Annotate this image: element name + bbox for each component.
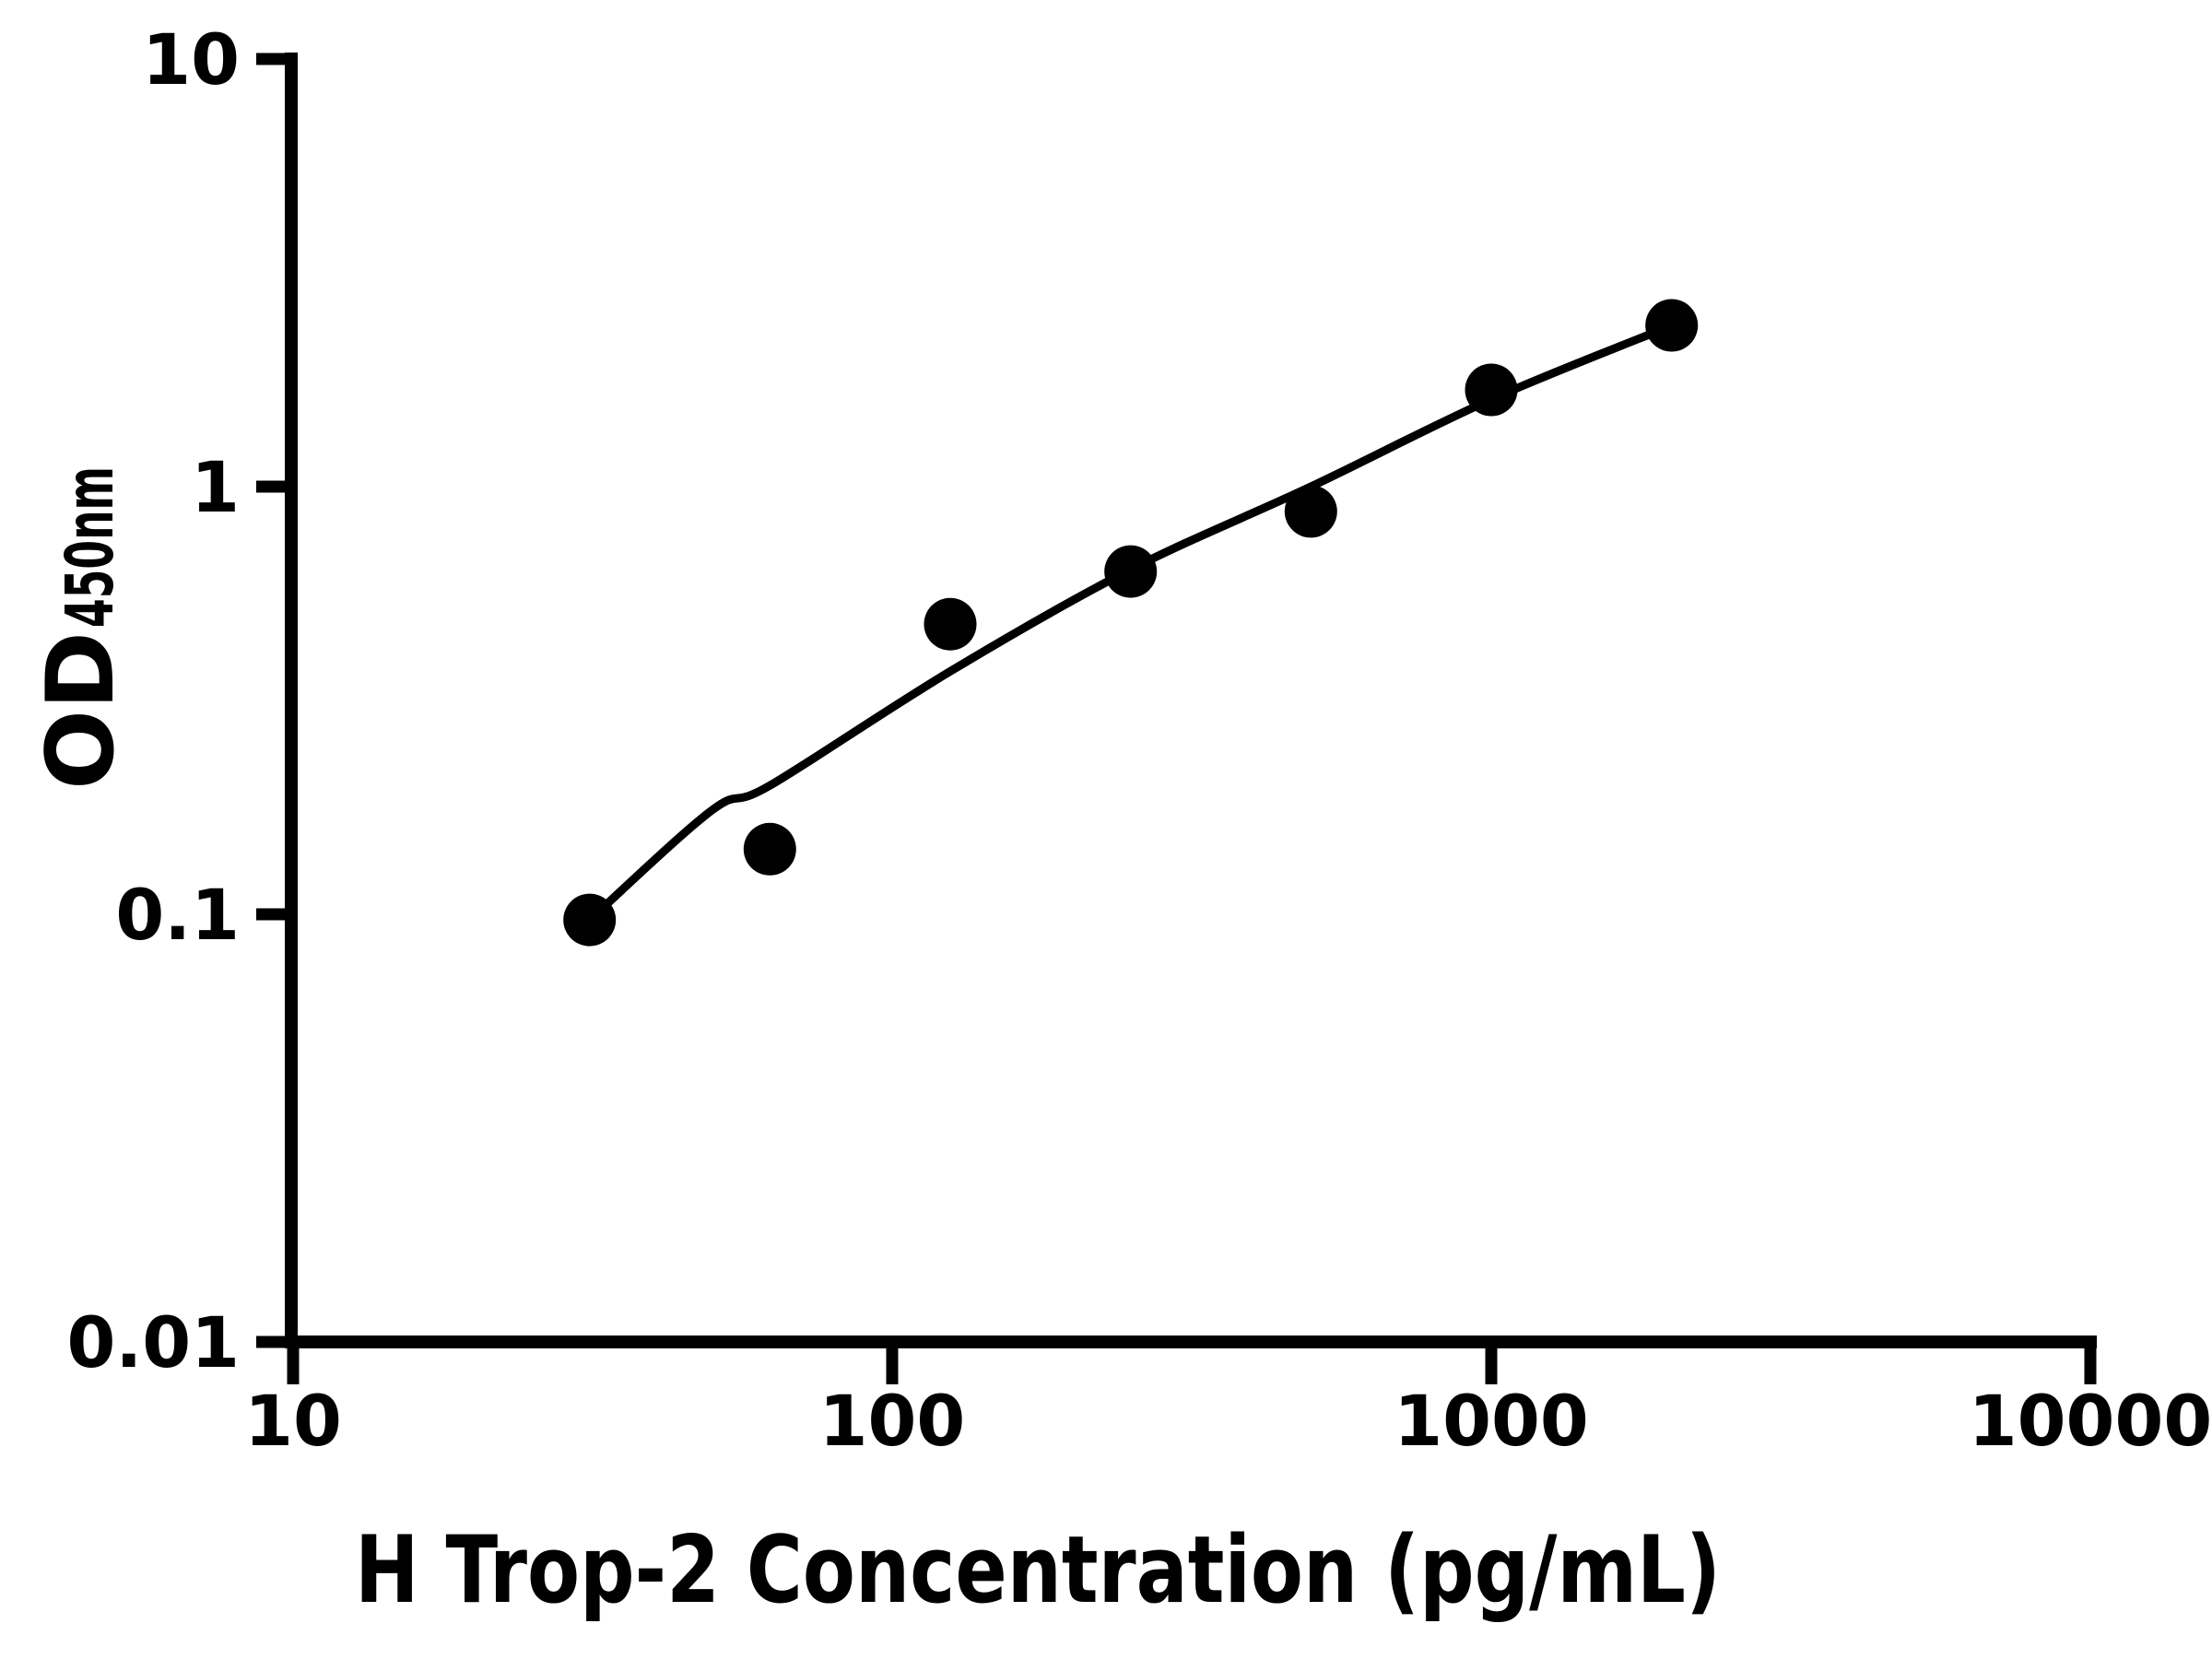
data-point	[924, 597, 977, 651]
data-point	[563, 893, 617, 947]
y-axis	[256, 53, 298, 1348]
data-points	[563, 299, 1699, 947]
data-point	[1645, 299, 1699, 352]
data-point	[1465, 363, 1518, 417]
x-tick-label: 10000	[1969, 1380, 2212, 1462]
y-tick-label: 0.1	[115, 874, 240, 956]
x-tick-labels: 10 100 1000 10000	[244, 1380, 2212, 1462]
x-tick-label: 100	[819, 1380, 966, 1462]
y-tick-label: 10	[142, 18, 240, 100]
y-axis-title-main: OD	[26, 631, 135, 790]
y-tick-labels: 10 1 0.1 0.01	[66, 18, 240, 1383]
x-tick-label: 10	[244, 1380, 342, 1462]
x-axis	[285, 1335, 2097, 1384]
data-point	[1284, 485, 1337, 538]
data-point	[743, 822, 796, 876]
data-point	[1104, 545, 1158, 598]
x-axis-title: H Trop-2 Concentration (pg/mL)	[355, 1515, 1721, 1624]
x-tick-label: 1000	[1394, 1380, 1589, 1462]
y-tick-label: 1	[191, 446, 240, 528]
y-axis-title-subscript: 450nm	[52, 466, 128, 628]
y-tick-label: 0.01	[66, 1301, 240, 1383]
